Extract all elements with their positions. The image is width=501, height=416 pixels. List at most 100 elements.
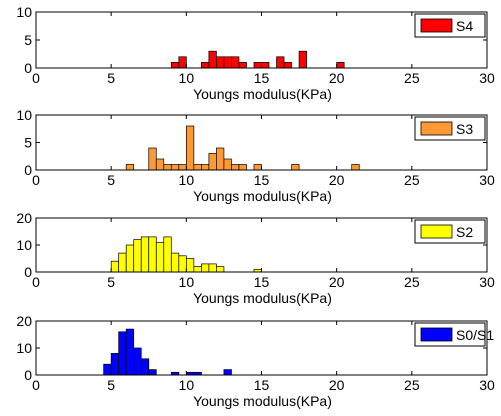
histogram-bar [231,56,240,69]
histogram-bar [336,62,345,69]
histogram-bar [223,158,232,171]
histogram-bar [163,164,172,171]
histogram-bar [231,164,240,171]
legend-swatch [420,224,453,239]
x-tick-label: 5 [107,70,115,86]
histogram-bar [148,369,157,376]
histogram-bar [291,164,300,171]
histogram-bar [155,241,165,273]
x-tick-label: 5 [107,377,115,393]
histogram-bar [185,125,195,171]
x-axis-label: Youngs modulus(KPa) [193,393,332,409]
x-tick-label: 15 [254,172,270,188]
x-tick-label: 10 [179,172,195,188]
histogram-bar [178,56,187,69]
histogram-bar [261,62,270,69]
histogram-bar [148,236,157,273]
x-axis-label: Youngs modulus(KPa) [193,188,332,204]
x-tick-label: 10 [179,377,195,393]
legend: S2 [414,219,486,244]
x-axis-label: Youngs modulus(KPa) [193,290,332,306]
x-tick-label: 20 [329,70,345,86]
histogram-bar [170,164,180,171]
histogram-bar [238,164,247,171]
histogram-bar [155,158,165,171]
histogram-bar [185,258,195,273]
histogram-bar [125,164,135,171]
x-tick-label: 25 [404,70,420,86]
x-axis-label: Youngs modulus(KPa) [193,86,332,102]
x-tick-label: 0 [32,70,40,86]
y-tick-label: 5 [24,32,32,48]
histogram-bar [216,147,225,171]
legend-swatch [420,121,453,136]
histogram-bar [125,328,135,376]
histogram-bar [110,260,120,273]
histogram-bar [216,266,225,273]
x-tick-label: 10 [179,274,195,290]
legend-label: S3 [456,121,473,137]
histogram-bar [223,369,232,376]
x-tick-label: 5 [107,172,115,188]
histogram-bar [283,62,292,69]
x-tick-label: 30 [479,70,495,86]
histogram-bar [208,153,217,171]
histogram-bar [253,62,262,69]
x-tick-label: 20 [329,377,345,393]
y-tick-label: 10 [16,340,32,356]
x-tick-label: 30 [479,274,495,290]
y-tick-label: 0 [24,162,32,178]
histogram-bar [125,244,135,273]
y-tick-label: 10 [16,4,32,20]
x-tick-label: 25 [404,377,420,393]
x-tick-label: 20 [329,172,345,188]
histogram-bar [178,255,187,273]
histogram-bar [178,164,187,171]
x-tick-label: 30 [479,172,495,188]
legend-swatch [420,18,453,33]
legend-label: S0/S1 [456,327,494,343]
x-tick-label: 5 [107,274,115,290]
histogram-bar [298,50,307,69]
histogram-bar [170,62,180,69]
legend: S0/S1 [414,322,494,347]
x-tick-label: 30 [479,377,495,393]
y-tick-label: 20 [16,313,32,329]
x-tick-label: 0 [32,274,40,290]
histogram-bar [276,56,285,69]
x-tick-label: 0 [32,172,40,188]
histogram-bar [253,164,262,171]
histogram-bar [118,252,127,273]
histogram-bar [216,56,225,69]
histogram-bar [110,353,120,376]
x-tick-label: 10 [179,70,195,86]
histogram-bar [223,56,232,69]
y-tick-label: 5 [24,135,32,151]
x-tick-label: 15 [254,70,270,86]
histogram-bar [351,164,360,171]
histogram-bar [201,164,210,171]
histogram-bar [133,347,142,376]
y-tick-label: 0 [24,367,32,383]
histogram-bar [208,263,217,273]
y-tick-label: 10 [16,107,32,123]
histogram-bar [201,62,210,69]
histogram-bar [208,50,217,69]
x-tick-label: 15 [254,377,270,393]
legend-swatch [420,327,453,342]
histogram-bar [238,62,247,69]
y-tick-label: 20 [16,210,32,226]
x-tick-label: 25 [404,172,420,188]
x-tick-label: 25 [404,274,420,290]
histogram-bar [193,164,202,171]
histogram-bar [133,239,142,273]
x-tick-label: 15 [254,274,270,290]
legend: S3 [414,116,486,141]
legend: S4 [414,13,486,38]
histogram-bar [201,263,210,273]
legend-label: S4 [456,18,473,34]
